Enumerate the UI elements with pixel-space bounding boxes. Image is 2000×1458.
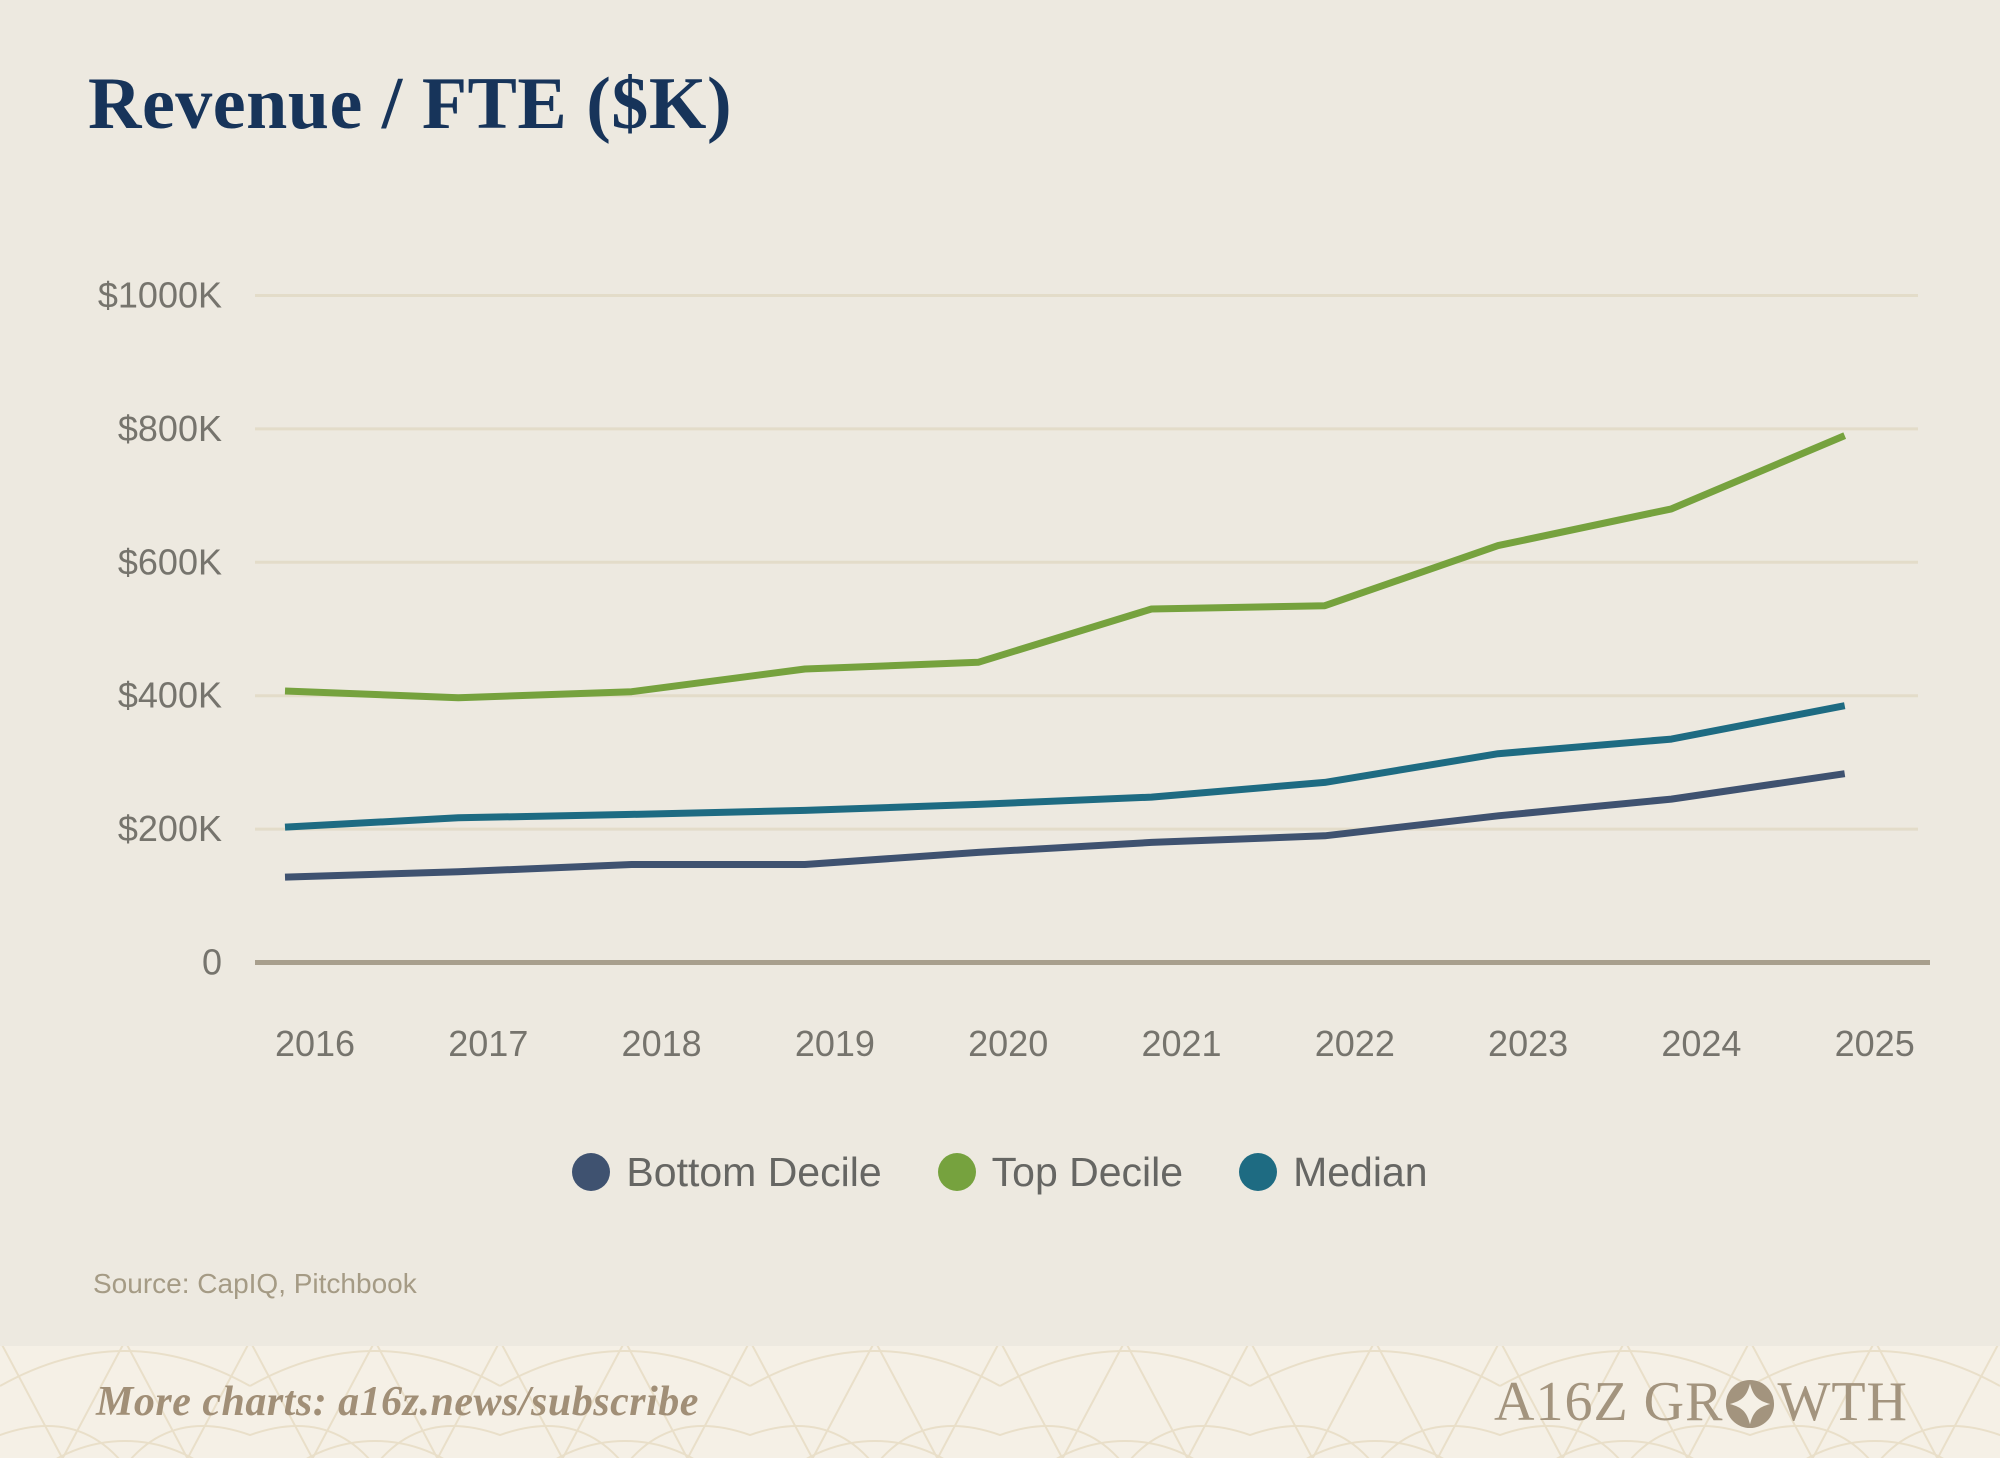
legend-label-top-decile: Top Decile — [991, 1148, 1184, 1195]
y-axis-label: $600K — [118, 541, 222, 582]
x-axis-label: 2020 — [968, 1023, 1048, 1064]
x-axis-label: 2022 — [1315, 1023, 1395, 1064]
y-axis-label: 0 — [202, 942, 222, 983]
subscribe-link[interactable]: More charts: a16z.news/subscribe — [96, 1379, 699, 1425]
y-axis-label: $400K — [118, 675, 222, 716]
series-line-bottom-decile — [284, 770, 1846, 881]
legend-dot-median — [1239, 1153, 1278, 1191]
legend-label-bottom-decile: Bottom Decile — [626, 1148, 882, 1195]
a16z-growth-logo: A16Z GR WTH — [1494, 1374, 1908, 1430]
logo-text-left: A16Z GR — [1494, 1371, 1724, 1433]
legend-label-median: Median — [1293, 1148, 1428, 1195]
y-axis-label: $200K — [118, 808, 222, 849]
x-axis-label: 2016 — [275, 1023, 355, 1064]
y-axis-label: $800K — [118, 408, 222, 449]
x-axis-label: 2021 — [1141, 1023, 1221, 1064]
x-axis-label: 2024 — [1661, 1023, 1741, 1064]
legend-item-top-decile: Top Decile — [937, 1148, 1184, 1196]
chart-legend: Bottom Decile Top Decile Median — [0, 1136, 2000, 1208]
x-axis-label: 2019 — [795, 1023, 875, 1064]
legend-item-median: Median — [1239, 1148, 1428, 1196]
series-line-top-decile — [284, 432, 1847, 702]
series-line-median — [284, 702, 1846, 831]
logo-o-star-icon — [1726, 1379, 1775, 1429]
x-axis-label: 2023 — [1488, 1023, 1568, 1064]
legend-item-bottom-decile: Bottom Decile — [572, 1148, 882, 1196]
x-axis-label: 2017 — [448, 1023, 528, 1064]
footer-band: More charts: a16z.news/subscribe A16Z GR… — [0, 1346, 2000, 1458]
legend-dot-top-decile — [937, 1153, 976, 1191]
source-note: Source: CapIQ, Pitchbook — [93, 1268, 417, 1299]
y-axis-label: $1000K — [98, 275, 222, 316]
x-axis-label: 2025 — [1835, 1023, 1915, 1064]
footer-ornament-pattern-icon — [0, 1346, 2000, 1458]
page-title: Revenue / FTE ($K) — [88, 63, 733, 145]
legend-dot-bottom-decile — [572, 1153, 611, 1191]
x-axis-label: 2018 — [622, 1023, 702, 1064]
logo-text-right: WTH — [1777, 1371, 1908, 1433]
